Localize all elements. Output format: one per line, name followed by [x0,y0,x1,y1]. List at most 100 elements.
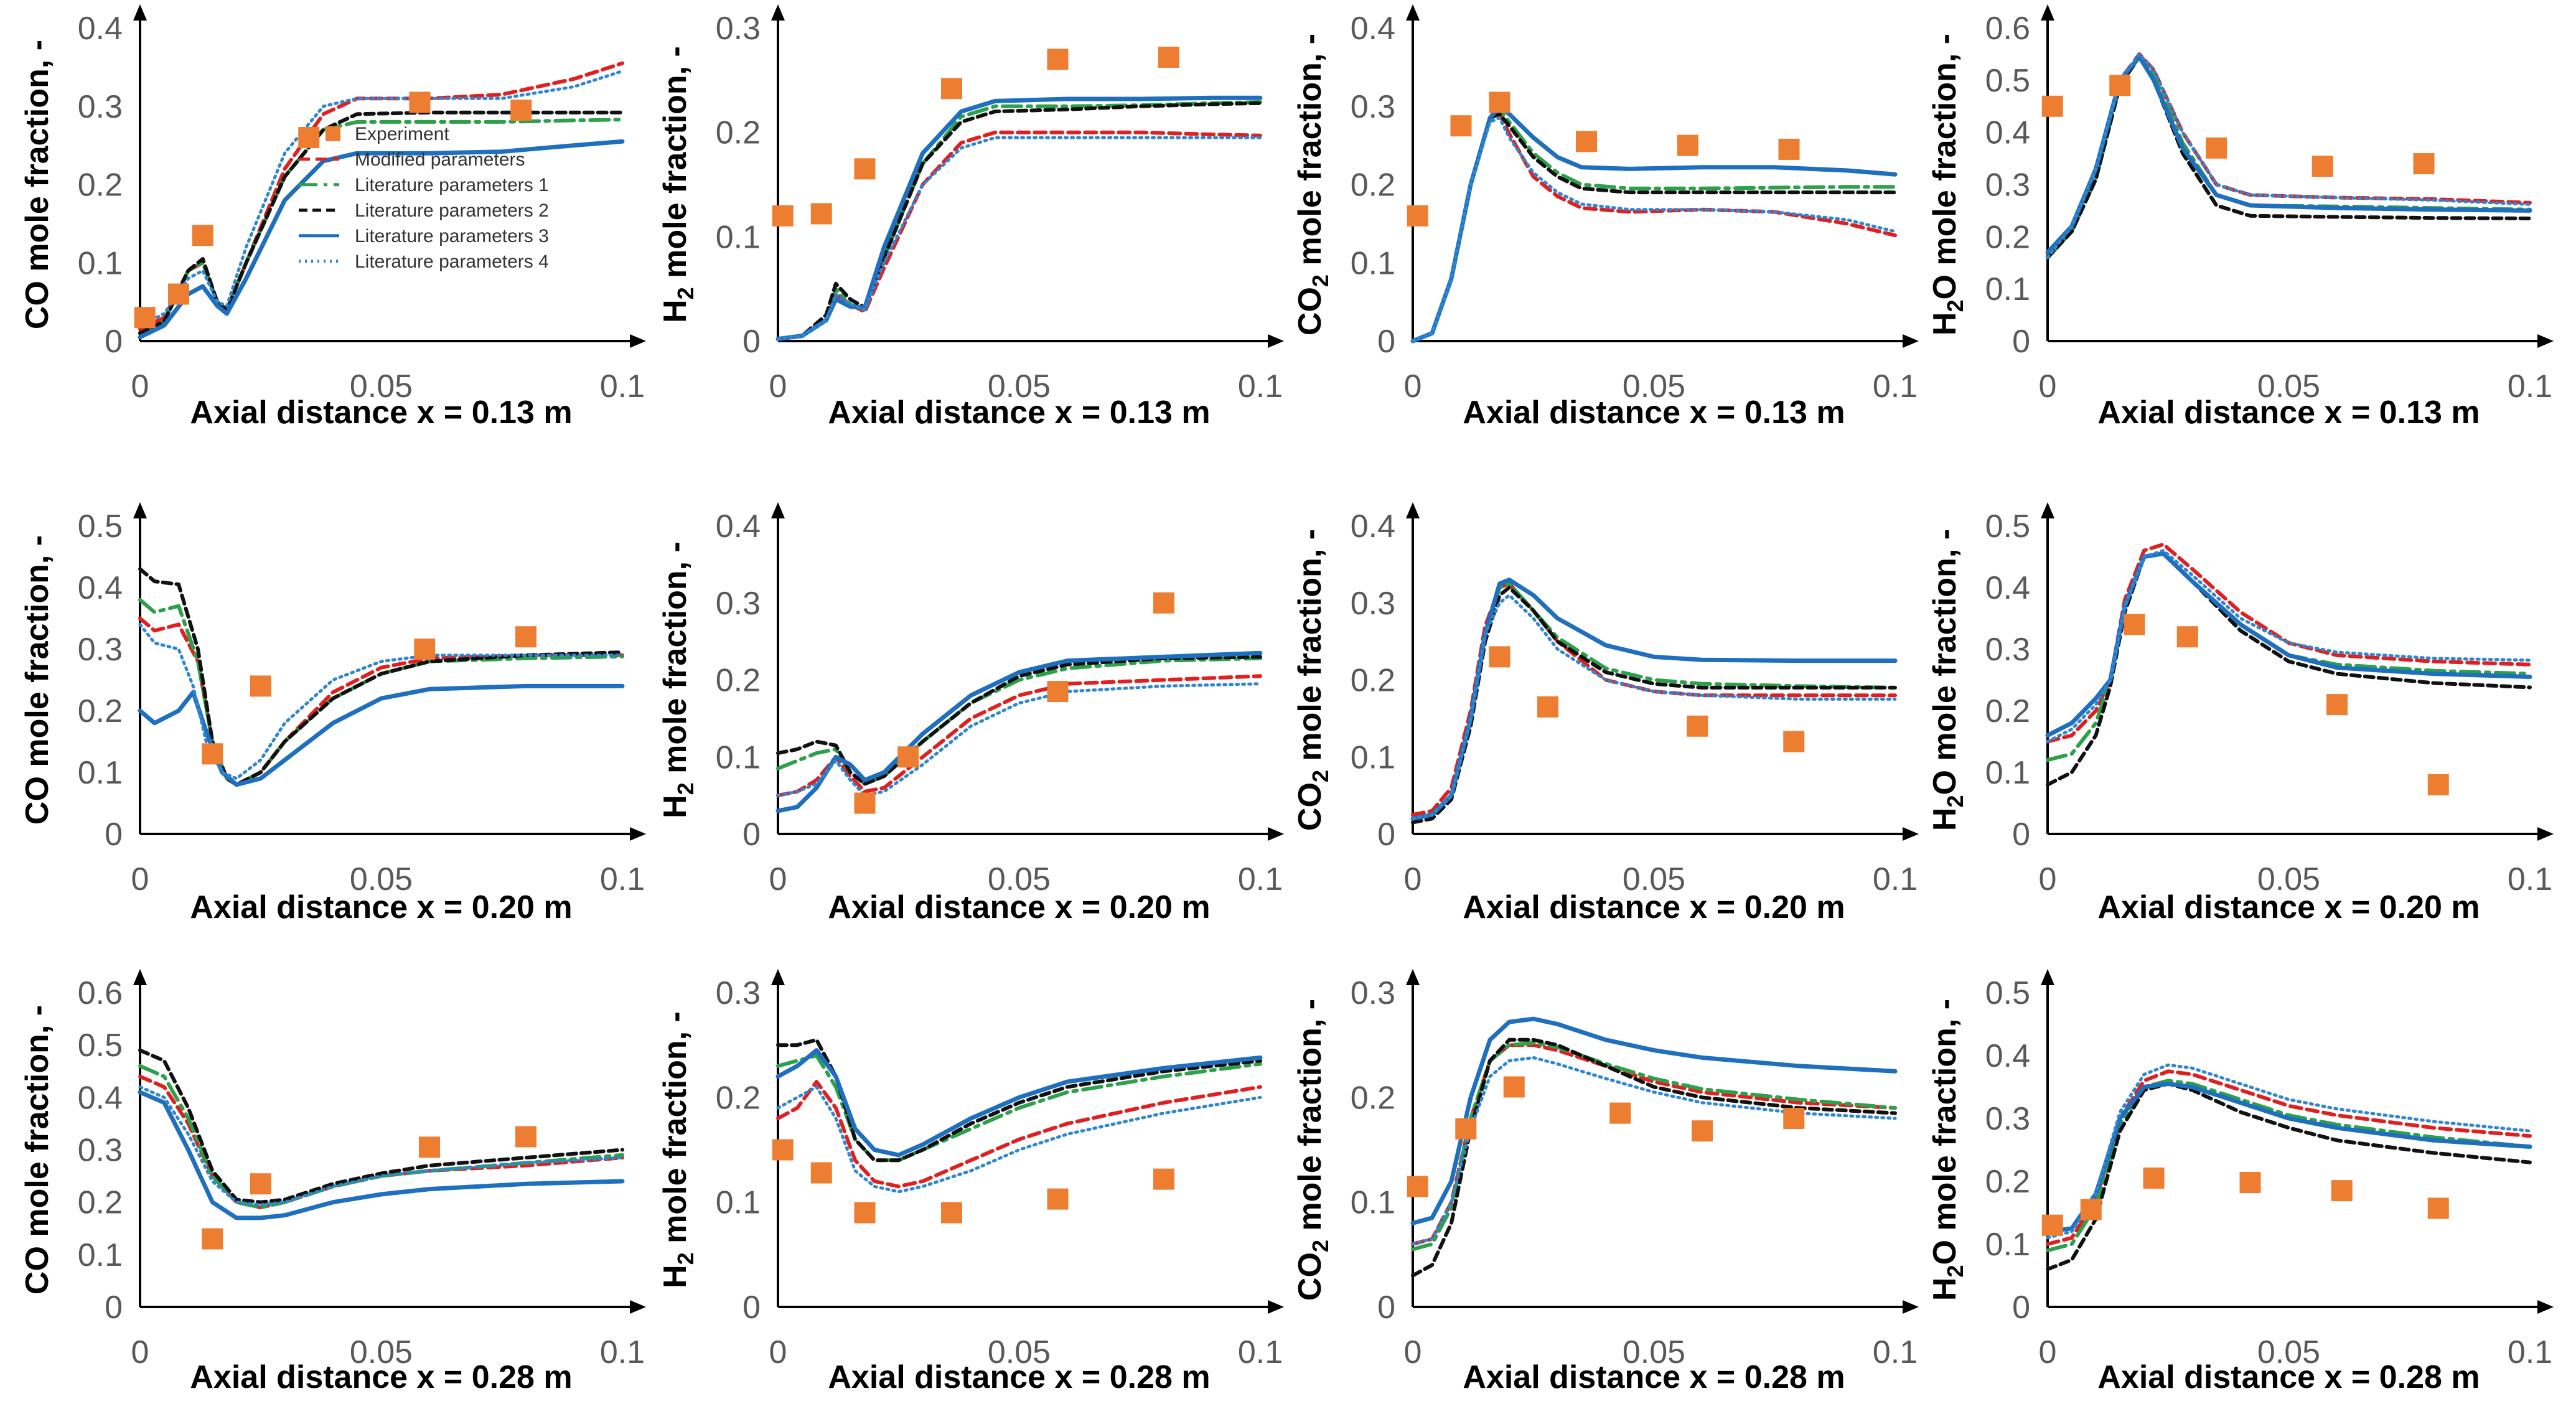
experiment-point [134,307,156,329]
x-tick-label: 0.1 [1238,368,1283,405]
x-tick-label: 0.05 [2257,861,2320,897]
y-tick-label: 0.3 [1985,1101,2030,1137]
series-line-lit4 [138,1085,624,1207]
experiment-point [2124,614,2145,635]
y-tick-label: 0.6 [1985,11,2030,47]
experiment-point [2143,1167,2165,1189]
y-axis-arrow-icon [133,502,147,518]
chart-panel-12: 0 0.1 0.2 0.3 0.4 0.5 0 0.05 0.1 Axial distance x… [1927,969,2554,1395]
series-line-lit4 [776,136,1262,341]
x-tick-label: 0 [2039,1334,2057,1370]
y-tick-label: 0 [2012,1290,2030,1326]
x-tick-label: 0.05 [1623,368,1685,405]
y-tick-label: 0.3 [716,11,761,47]
series-line-lit4 [1411,116,1897,343]
experiment-point [1047,1188,1069,1210]
legend-label-modified: Modified parameters [355,149,525,170]
y-tick-label: 0 [742,1290,761,1326]
experiment-point [510,100,532,121]
x-axis-label: Axial distance x = 0.13 m [1463,395,1845,431]
y-axis-label: H2O mole fraction, - [1927,999,1968,1301]
x-axis-label: Axial distance x = 0.28 m [2097,1359,2480,1395]
experiment-point [897,746,919,768]
experiment-point [2427,774,2449,795]
y-tick-label: 0.1 [78,245,123,281]
y-tick-label: 0.2 [716,663,761,699]
y-axis-arrow-icon [771,502,785,518]
experiment-point [2176,626,2198,648]
x-tick-label: 0 [1404,1334,1422,1370]
y-tick-label: 0.2 [716,115,761,151]
x-axis-arrow-icon [630,827,646,841]
x-tick-label: 0 [1404,368,1422,405]
x-axis-arrow-icon [2537,1300,2554,1314]
y-tick-label: 0 [1377,817,1395,853]
experiment-point [515,1126,536,1148]
chart-panel-6: 0 0.1 0.2 0.3 0.4 0 0.05 0.1 Axial distance x = … [657,502,1284,925]
experiment-point [515,626,536,648]
experiment-point [2041,1214,2063,1236]
x-axis-arrow-icon [630,1300,646,1314]
y-tick-label: 0.1 [1985,271,2030,307]
y-tick-label: 0.3 [78,1133,123,1169]
x-tick-label: 0.05 [350,861,413,897]
y-tick-label: 0.4 [78,11,123,47]
experiment-point [1687,715,1708,737]
experiment-point [810,1162,832,1184]
experiment-point [810,203,832,225]
series-line-lit3 [775,1048,1263,1158]
x-axis-label: Axial distance x = 0.13 m [828,395,1210,431]
series-line-modified [776,674,1262,798]
x-tick-label: 0 [769,861,787,897]
y-axis-arrow-icon [133,969,147,985]
series-line-lit3 [138,139,625,340]
y-tick-label: 0.4 [78,570,123,606]
series-line-lit1 [1411,1041,1897,1252]
chart-panel-5: 0 0.1 0.2 0.3 0.4 0.5 0 0.05 0.1 Axial distance x… [19,502,646,925]
y-tick-label: 0.3 [716,975,761,1011]
y-tick-label: 0.1 [1351,1185,1395,1221]
experiment-point [1677,134,1698,156]
series-line-lit4 [1411,593,1897,820]
series-line-modified [776,1080,1262,1189]
y-tick-label: 0.1 [716,739,761,775]
y-tick-label: 0.3 [1351,975,1395,1011]
experiment-point [250,675,271,697]
y-tick-label: 0.2 [1985,693,2030,729]
series-line-lit3 [1410,578,1898,821]
y-tick-label: 0 [2012,817,2030,853]
y-tick-label: 0.4 [716,508,761,545]
y-tick-label: 0.6 [78,975,123,1011]
series-line-lit2 [138,567,624,787]
x-tick-label: 0.1 [600,368,645,405]
x-tick-label: 0.1 [1873,861,1918,897]
y-axis-label: CO2 mole fraction, - [1292,34,1333,335]
series-line-lit3 [138,1090,625,1220]
x-tick-label: 0.05 [2257,1334,2320,1370]
experiment-point [1407,205,1428,227]
x-axis-label: Axial distance x = 0.20 m [2097,889,2480,925]
series-line-lit2 [776,101,1262,341]
series-line-lit3 [2045,551,2532,738]
experiment-point [2427,1197,2449,1219]
experiment-point [1783,1108,1805,1129]
series-line-lit4 [138,69,624,327]
experiment-point [2239,1172,2261,1194]
y-tick-label: 0.2 [78,167,123,204]
series-line-lit2 [138,110,624,335]
legend: Experiment Modified parameters Literature … [299,124,549,272]
y-tick-label: 0 [1377,1290,1395,1326]
y-axis-label: H2O mole fraction, - [1927,34,1968,335]
x-tick-label: 0.1 [2508,861,2552,897]
x-tick-label: 0.05 [350,1334,413,1370]
legend-label-experiment: Experiment [355,124,449,144]
series-line-lit4 [138,622,624,780]
x-tick-label: 0 [2039,368,2057,405]
y-tick-label: 0.2 [716,1080,761,1116]
y-tick-label: 0.1 [78,1237,123,1273]
legend-label-lit4: Literature parameters 4 [355,251,549,272]
y-tick-label: 0.1 [1351,739,1395,775]
series-line-lit2 [138,1048,624,1204]
x-tick-label: 0 [769,1334,787,1370]
series-line-lit1 [776,100,1262,341]
